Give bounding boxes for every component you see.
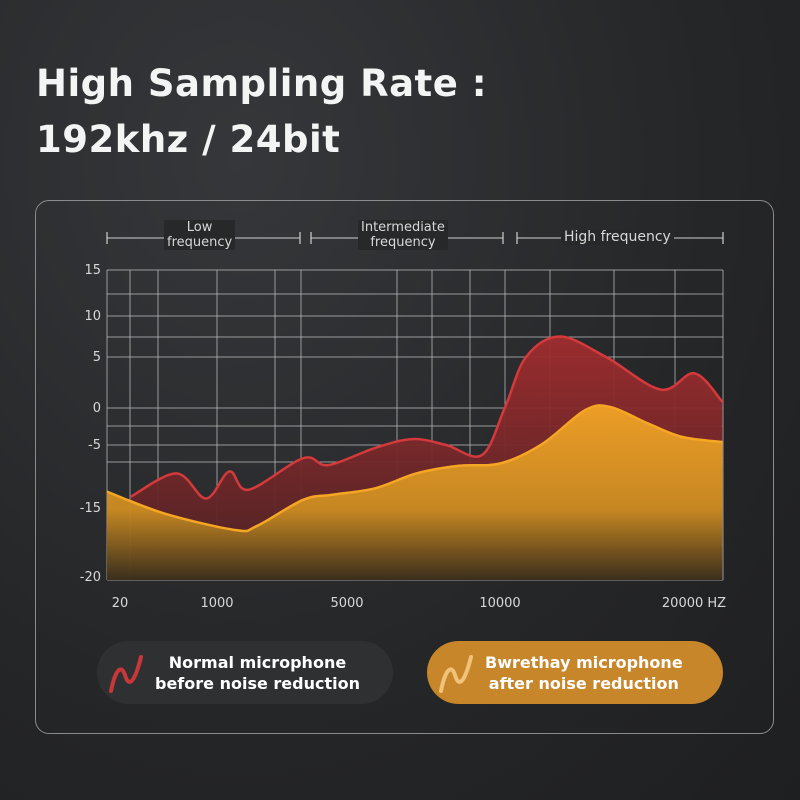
legend-normal-text: Normal microphone before noise reduction bbox=[155, 652, 360, 694]
headline-line2: 192khz / 24bit bbox=[36, 118, 341, 161]
y-tick-label: -20 bbox=[80, 570, 101, 585]
band-label-low: Low frequency bbox=[164, 220, 236, 250]
headline-line1: High Sampling Rate : bbox=[36, 62, 488, 105]
x-tick-label: 5000 bbox=[330, 596, 363, 611]
legend-bwrethay-text: Bwrethay microphone after noise reductio… bbox=[485, 652, 683, 694]
series-line-1 bbox=[106, 404, 723, 533]
wave-icon bbox=[439, 654, 473, 693]
legend-bwrethay-line2: after noise reduction bbox=[488, 673, 679, 693]
legend-normal-microphone: Normal microphone before noise reduction bbox=[97, 641, 393, 704]
wave-icon bbox=[109, 654, 143, 693]
band-mid-line1: Intermediate bbox=[361, 220, 445, 235]
band-high-line1: High frequency bbox=[564, 229, 671, 245]
band-label-high: High frequency bbox=[561, 230, 674, 245]
y-tick-label: -15 bbox=[80, 501, 101, 516]
legend-bwrethay-microphone: Bwrethay microphone after noise reductio… bbox=[427, 641, 723, 704]
y-tick-label: 15 bbox=[84, 263, 101, 278]
legend-normal-line2: before noise reduction bbox=[155, 673, 360, 693]
chart-panel bbox=[35, 200, 774, 734]
y-tick-label: 5 bbox=[93, 350, 101, 365]
x-tick-label: 1000 bbox=[200, 596, 233, 611]
legend-bwrethay-line1: Bwrethay microphone bbox=[485, 652, 683, 672]
series-line-0 bbox=[130, 335, 724, 500]
legend-normal-line1: Normal microphone bbox=[168, 652, 347, 672]
band-low-line2: frequency bbox=[167, 235, 233, 250]
band-label-intermediate: Intermediate frequency bbox=[358, 220, 448, 250]
x-tick-label: 20000 HZ bbox=[662, 596, 726, 611]
series-area-1 bbox=[107, 405, 723, 580]
band-low-line1: Low bbox=[186, 220, 213, 235]
y-tick-label: 10 bbox=[84, 309, 101, 324]
y-tick-label: -5 bbox=[88, 438, 101, 453]
band-mid-line2: frequency bbox=[370, 235, 436, 250]
x-tick-label: 10000 bbox=[479, 596, 520, 611]
y-tick-label: 0 bbox=[93, 401, 101, 416]
x-tick-label: 20 bbox=[112, 596, 129, 611]
